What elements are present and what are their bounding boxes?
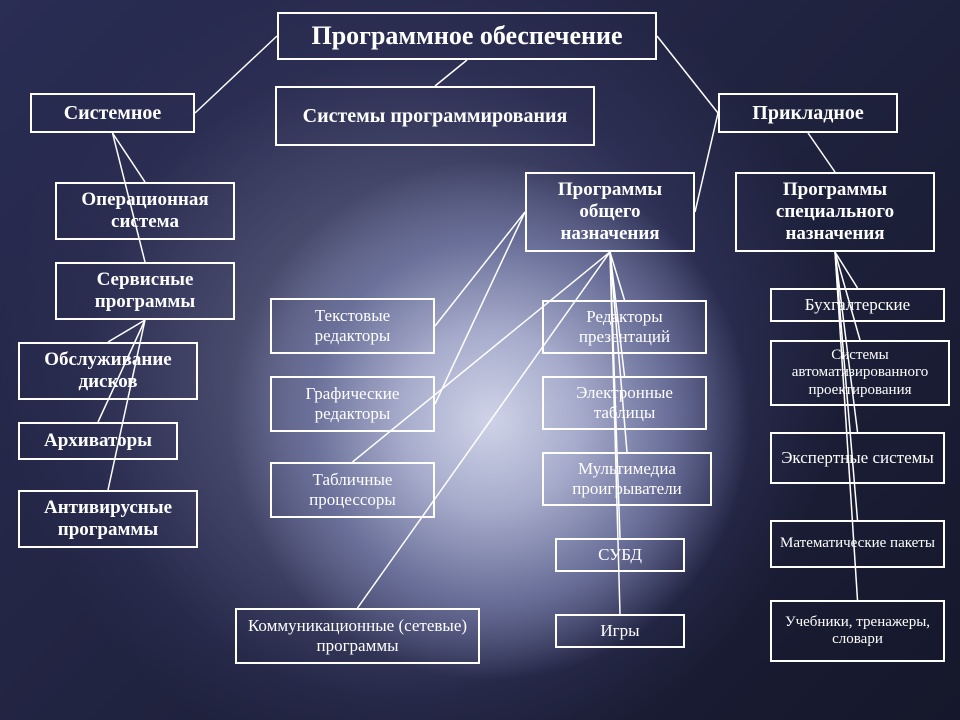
node-gen: Программы общего назначения (525, 172, 695, 252)
node-expert: Экспертные системы (770, 432, 945, 484)
node-mmedia: Мультимедиа проигрыватели (542, 452, 712, 506)
node-system: Системное (30, 93, 195, 133)
node-antiv: Антивирусные программы (18, 490, 198, 548)
diagram-stage: Программное обеспечение Системное Систем… (0, 0, 960, 720)
node-comm: Коммуникационные (сетевые) программы (235, 608, 480, 664)
node-service: Сервисные программы (55, 262, 235, 320)
node-etab: Электронные таблицы (542, 376, 707, 430)
node-root: Программное обеспечение (277, 12, 657, 60)
node-disks: Обслуживание дисков (18, 342, 198, 400)
node-buh: Бухгалтерские (770, 288, 945, 322)
node-os: Операционная система (55, 182, 235, 240)
node-edu: Учебники, тренажеры, словари (770, 600, 945, 662)
node-arch: Архиваторы (18, 422, 178, 460)
node-applied: Прикладное (718, 93, 898, 133)
node-pres: Редакторы презентаций (542, 300, 707, 354)
node-subd: СУБД (555, 538, 685, 572)
node-progsys: Системы программирования (275, 86, 595, 146)
node-table: Табличные процессоры (270, 462, 435, 518)
node-math: Математические пакеты (770, 520, 945, 568)
node-games: Игры (555, 614, 685, 648)
node-cad: Системы автоматизированного проектирован… (770, 340, 950, 406)
node-spec: Программы специального назначения (735, 172, 935, 252)
node-text: Текстовые редакторы (270, 298, 435, 354)
node-graph: Графические редакторы (270, 376, 435, 432)
